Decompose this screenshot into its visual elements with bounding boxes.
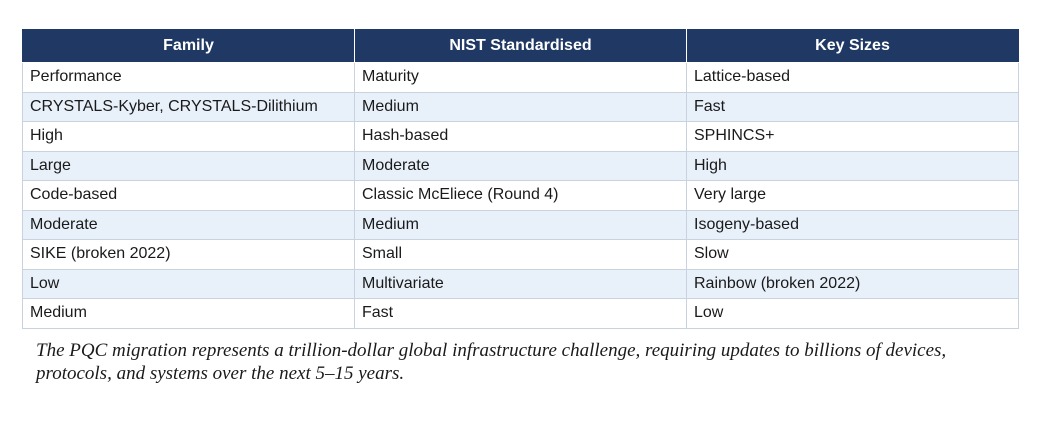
- table-cell: Isogeny-based: [686, 209, 1019, 240]
- column-header-family: Family: [22, 29, 355, 63]
- table-cell: Low: [22, 268, 355, 299]
- table-cell: Very large: [686, 180, 1019, 211]
- column-header-nist-standardised: NIST Standardised: [354, 29, 687, 63]
- table-row: Code-based Classic McEliece (Round 4) Ve…: [22, 180, 1019, 211]
- table-cell: High: [22, 121, 355, 152]
- table-cell: SIKE (broken 2022): [22, 239, 355, 270]
- pqc-comparison-table: Family NIST Standardised Key Sizes Perfo…: [22, 29, 1019, 329]
- table-row: Performance Maturity Lattice-based: [22, 62, 1019, 93]
- table-row: Large Moderate High: [22, 150, 1019, 181]
- table-caption: The PQC migration represents a trillion-…: [36, 340, 947, 384]
- table-cell: SPHINCS+: [686, 121, 1019, 152]
- table-row: SIKE (broken 2022) Small Slow: [22, 239, 1019, 270]
- table-cell: Moderate: [22, 209, 355, 240]
- table-cell: Code-based: [22, 180, 355, 211]
- table-cell: Lattice-based: [686, 62, 1019, 93]
- table-cell: Moderate: [354, 150, 687, 181]
- table-header-row: Family NIST Standardised Key Sizes: [22, 29, 1019, 63]
- table-cell: CRYSTALS-Kyber, CRYSTALS-Dilithium: [22, 91, 355, 122]
- table-cell: Fast: [354, 298, 687, 329]
- table-cell: Medium: [22, 298, 355, 329]
- table-cell: Slow: [686, 239, 1019, 270]
- table-cell: Hash-based: [354, 121, 687, 152]
- table-cell: Fast: [686, 91, 1019, 122]
- table-cell: Classic McEliece (Round 4): [354, 180, 687, 211]
- table-cell: Medium: [354, 209, 687, 240]
- column-header-key-sizes: Key Sizes: [686, 29, 1019, 63]
- table-cell: Medium: [354, 91, 687, 122]
- table-cell: Rainbow (broken 2022): [686, 268, 1019, 299]
- table-row: Medium Fast Low: [22, 298, 1019, 329]
- table-row: Moderate Medium Isogeny-based: [22, 209, 1019, 240]
- table-cell: Maturity: [354, 62, 687, 93]
- table-cell: Small: [354, 239, 687, 270]
- table-cell: Low: [686, 298, 1019, 329]
- table-row: CRYSTALS-Kyber, CRYSTALS-Dilithium Mediu…: [22, 91, 1019, 122]
- table-cell: Multivariate: [354, 268, 687, 299]
- table-cell: High: [686, 150, 1019, 181]
- table-cell: Performance: [22, 62, 355, 93]
- table-cell: Large: [22, 150, 355, 181]
- table-row: Low Multivariate Rainbow (broken 2022): [22, 268, 1019, 299]
- table-row: High Hash-based SPHINCS+: [22, 121, 1019, 152]
